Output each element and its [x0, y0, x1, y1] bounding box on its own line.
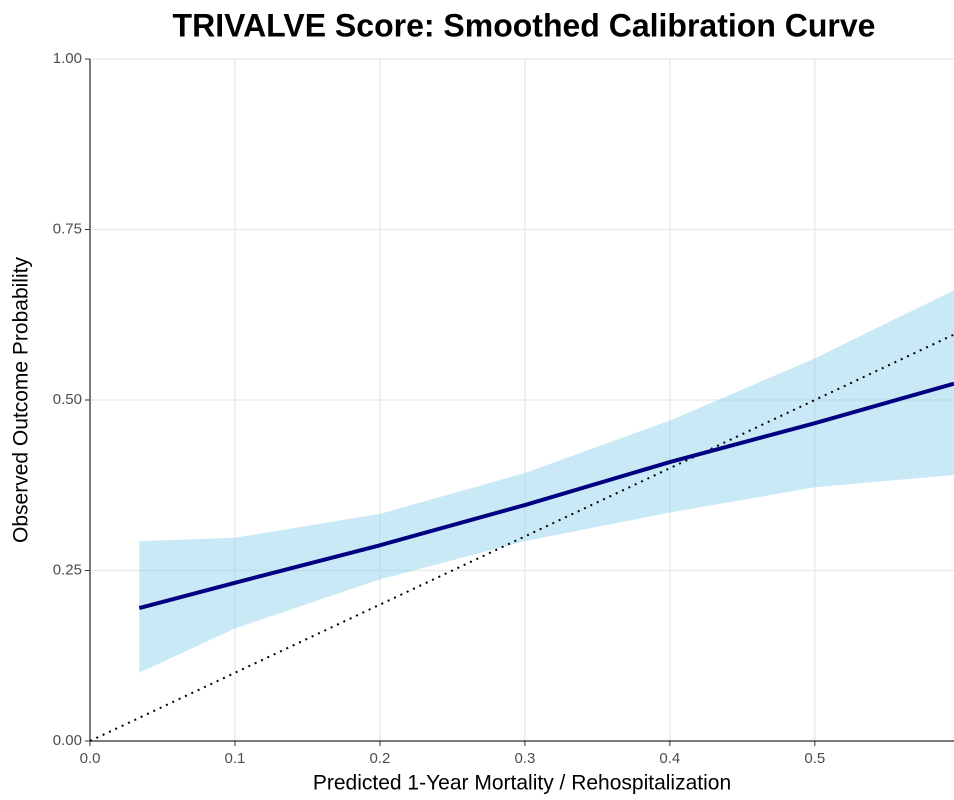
x-tick-label: 0.4 [659, 750, 680, 767]
x-tick-label: 0.3 [514, 750, 535, 767]
x-axis-label: Predicted 1-Year Mortality / Rehospitali… [313, 772, 731, 795]
y-axis-label: Observed Outcome Probability [10, 257, 33, 543]
x-tick-label: 0.2 [370, 750, 391, 767]
x-tick-label: 0.1 [225, 750, 246, 767]
y-tick-label: 0.75 [53, 220, 82, 237]
reference-line [89, 333, 954, 742]
x-tick-label: 0.5 [804, 750, 825, 767]
chart-title: TRIVALVE Score: Smoothed Calibration Cur… [173, 7, 876, 43]
y-tick-label: 0.25 [53, 561, 82, 578]
y-tick-label: 1.00 [53, 50, 82, 67]
x-tick-label: 0.0 [80, 750, 101, 767]
calibration-line [138, 381, 954, 610]
y-tick-label: 0.50 [53, 391, 82, 408]
confidence-band [139, 290, 954, 673]
y-tick-label: 0.00 [53, 732, 82, 749]
